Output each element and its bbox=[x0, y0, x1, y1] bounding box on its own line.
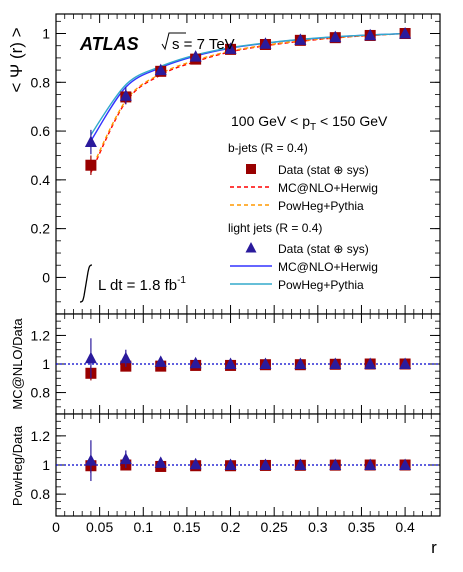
ratio2-ljets-ratio-point bbox=[364, 458, 377, 470]
ratio1-ljets-ratio-point bbox=[119, 351, 132, 364]
integral-symbol bbox=[79, 264, 93, 303]
main-y-tick-label: 0.8 bbox=[31, 74, 51, 90]
ljets-data-point bbox=[119, 89, 132, 101]
ratio1-ljets-ratio-point bbox=[294, 357, 307, 369]
legend-bjets-mcnlo-label: MC@NLO+Herwig bbox=[278, 181, 378, 195]
x-tick-label: 0 bbox=[52, 519, 60, 535]
legend-bjets-data-label: Data (stat ⊕ sys) bbox=[278, 163, 369, 177]
ljets-data-point bbox=[84, 135, 97, 148]
ratio1-ljets-ratio-point bbox=[259, 357, 272, 369]
sqrt-symbol bbox=[161, 32, 186, 51]
ratio1-ljets-ratio-point bbox=[399, 357, 412, 369]
ratio1-ljets-ratio-point bbox=[329, 357, 342, 369]
legend-ljets-mcnlo-label: MC@NLO+Herwig bbox=[278, 260, 378, 274]
main-y-tick-label: 1 bbox=[42, 26, 50, 42]
ratio1-y-tick-label: 0.8 bbox=[31, 385, 51, 401]
ratio2-ljets-ratio-point bbox=[84, 454, 97, 466]
ljets-data-point bbox=[189, 50, 202, 62]
ratio2-ljets-ratio-point bbox=[329, 458, 342, 470]
ljets-data-point bbox=[399, 27, 412, 39]
legend-ljets-data-marker bbox=[245, 242, 257, 253]
pt-range-label: 100 GeV < pT < 150 GeV bbox=[231, 113, 388, 133]
ratio2-ljets-ratio-point bbox=[259, 458, 272, 470]
ratio2-ljets-ratio-point bbox=[399, 458, 412, 470]
ljets-data-point bbox=[259, 37, 272, 49]
main-y-axis-label: < Ψ (r) > bbox=[7, 27, 26, 92]
ratio2-y-tick-label: 1.2 bbox=[31, 428, 51, 444]
ljets-powheg-curve bbox=[90, 32, 406, 136]
legend-bjets-data-marker bbox=[246, 164, 256, 174]
ratio2-y-axis-label: PowHeg/Data bbox=[10, 425, 25, 506]
ljets-data-point bbox=[294, 33, 307, 45]
x-tick-label: 0.05 bbox=[86, 519, 113, 535]
x-tick-label: 0.25 bbox=[261, 519, 288, 535]
ljets-data-point bbox=[224, 42, 237, 54]
ljets-data-point bbox=[364, 28, 377, 41]
x-tick-label: 0.35 bbox=[348, 519, 375, 535]
ratio1-ljets-ratio-point bbox=[224, 357, 237, 369]
legend-bjets-powheg-label: PowHeg+Pythia bbox=[278, 199, 364, 213]
ratio2-ljets-ratio-point bbox=[294, 458, 307, 470]
bjets-legend-header: b-jets (R = 0.4) bbox=[228, 141, 308, 155]
x-axis-label: r bbox=[431, 538, 437, 557]
ljets-data-point bbox=[154, 63, 167, 76]
x-tick-label: 0.4 bbox=[395, 519, 415, 535]
main-y-tick-label: 0.6 bbox=[31, 123, 51, 139]
bjets-data-point bbox=[85, 159, 97, 171]
ratio1-y-tick-label: 1 bbox=[42, 356, 50, 372]
x-tick-label: 0.3 bbox=[308, 519, 328, 535]
main-y-tick-label: 0.4 bbox=[31, 172, 51, 188]
legend-ljets-powheg-label: PowHeg+Pythia bbox=[278, 278, 364, 292]
luminosity-label: L dt = 1.8 fb-1 bbox=[98, 275, 186, 294]
main-y-tick-label: 0 bbox=[42, 269, 50, 285]
ratio2-y-tick-label: 0.8 bbox=[31, 486, 51, 502]
ratio1-ljets-ratio-point bbox=[84, 351, 97, 364]
energy-label: s = 7 TeV bbox=[172, 36, 235, 53]
x-tick-label: 0.2 bbox=[221, 519, 241, 535]
ratio2-ljets-ratio-point bbox=[189, 457, 202, 470]
ratio2-ljets-ratio-point bbox=[224, 458, 237, 470]
ratio2-y-tick-label: 1 bbox=[42, 457, 50, 473]
x-tick-label: 0.1 bbox=[134, 519, 154, 535]
ratio1-ljets-ratio-point bbox=[154, 355, 167, 367]
ratio2-ljets-ratio-point bbox=[119, 452, 132, 465]
ljets-data-point bbox=[329, 30, 342, 43]
ratio1-ljets-ratio-point bbox=[189, 356, 202, 369]
main-y-tick-label: 0.2 bbox=[31, 221, 51, 237]
legend-ljets-data-label: Data (stat ⊕ sys) bbox=[278, 242, 369, 256]
ratio1-y-axis-label: MC@NLO/Data bbox=[10, 318, 25, 410]
ratio1-ljets-ratio-point bbox=[364, 357, 377, 369]
ratio2-ljets-ratio-point bbox=[154, 456, 167, 468]
experiment-label: ATLAS bbox=[79, 34, 139, 54]
ratio1-y-tick-label: 1.2 bbox=[31, 327, 51, 343]
ljets-legend-header: light jets (R = 0.4) bbox=[228, 221, 322, 235]
x-tick-label: 0.15 bbox=[173, 519, 200, 535]
